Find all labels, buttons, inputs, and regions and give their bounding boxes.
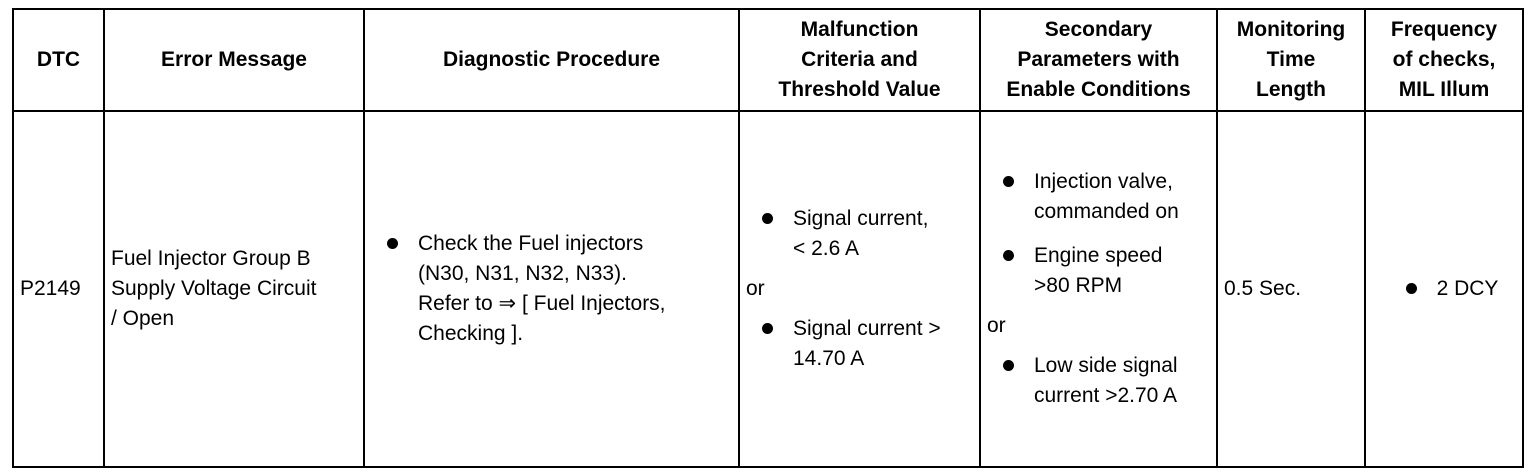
header-monitoring-time: Monitoring Time Length <box>1216 8 1366 112</box>
cell-monitoring-time: 0.5 Sec. <box>1216 110 1366 468</box>
procedure-item: Check the Fuel injectors (N30, N31, N32,… <box>371 229 732 349</box>
cell-frequency: 2 DCY <box>1364 110 1524 468</box>
secondary-item-3: Low side signal current >2.70 A <box>987 351 1210 411</box>
header-malfunction-criteria: Malfunction Criteria and Threshold Value <box>738 8 981 112</box>
secondary-item-1: Injection valve, commanded on <box>987 167 1210 227</box>
cell-dtc: P2149 <box>12 110 105 468</box>
cell-secondary-parameters: Injection valve, commanded on Engine spe… <box>979 110 1218 468</box>
cell-diagnostic-procedure: Check the Fuel injectors (N30, N31, N32,… <box>363 110 740 468</box>
table-row: P2149 Fuel Injector Group B Supply Volta… <box>12 110 1524 468</box>
malfunction-item-b: Signal current > 14.70 A <box>746 314 973 374</box>
header-frequency: Frequency of checks, MIL Illum <box>1364 8 1524 112</box>
header-row: DTC Error Message Diagnostic Procedure M… <box>12 8 1524 112</box>
malfunction-item-a: Signal current, < 2.6 A <box>746 204 973 264</box>
header-diagnostic-procedure: Diagnostic Procedure <box>363 8 740 112</box>
secondary-or-text: or <box>987 314 1006 337</box>
malfunction-list-a: Signal current, < 2.6 A <box>746 204 973 264</box>
dtc-table: DTC Error Message Diagnostic Procedure M… <box>12 8 1524 468</box>
header-error-message: Error Message <box>103 8 365 112</box>
cell-malfunction-criteria: Signal current, < 2.6 A or Signal curren… <box>738 110 981 468</box>
frequency-list: 2 DCY <box>1390 274 1498 304</box>
header-secondary-parameters: Secondary Parameters with Enable Conditi… <box>979 8 1218 112</box>
malfunction-or-text: or <box>746 277 765 300</box>
header-dtc: DTC <box>12 8 105 112</box>
secondary-list-b: Low side signal current >2.70 A <box>987 351 1210 411</box>
cell-error-message: Fuel Injector Group B Supply Voltage Cir… <box>103 110 365 468</box>
malfunction-list-b: Signal current > 14.70 A <box>746 314 973 374</box>
frequency-item: 2 DCY <box>1390 274 1498 304</box>
procedure-list: Check the Fuel injectors (N30, N31, N32,… <box>371 229 732 349</box>
secondary-item-2: Engine speed >80 RPM <box>987 241 1210 301</box>
secondary-list-a: Injection valve, commanded on Engine spe… <box>987 167 1210 301</box>
